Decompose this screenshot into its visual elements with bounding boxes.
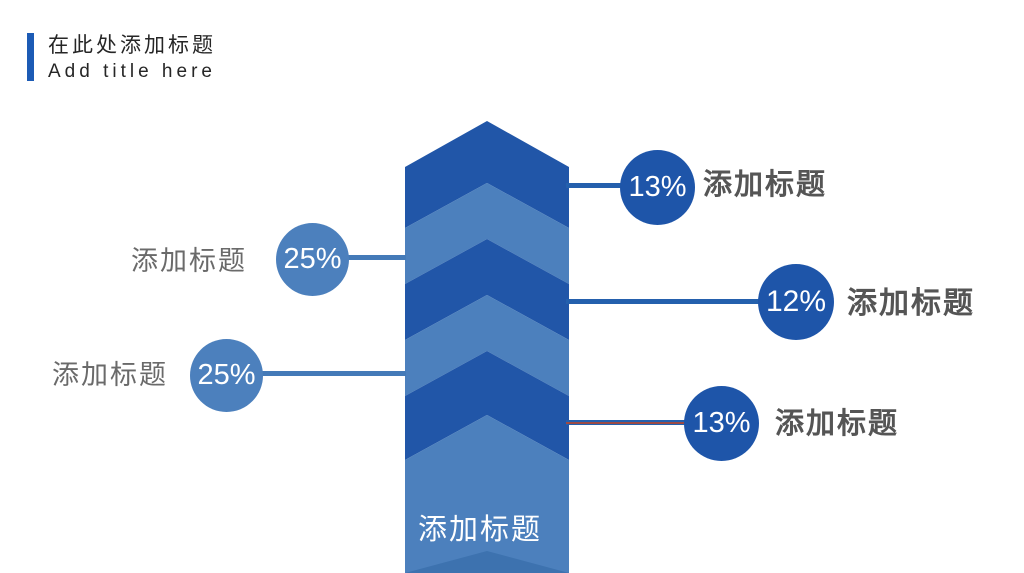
- percent-value: 25%: [197, 359, 256, 391]
- connector-left-2: [258, 371, 406, 376]
- chevron-top-pentagon: [405, 121, 569, 228]
- percent-circle-left-2: 25%: [190, 339, 263, 412]
- percent-value: 13%: [628, 171, 687, 203]
- connector-right-2: [566, 299, 762, 304]
- chevron-band-light-2: [405, 295, 569, 396]
- percent-value: 25%: [283, 243, 342, 275]
- percent-value: 12%: [765, 285, 827, 318]
- callout-label-right-2: 添加标题: [847, 287, 975, 320]
- connector-right-3: [566, 420, 688, 425]
- chevron-band-dark-2: [405, 239, 569, 340]
- connector-right-1: [566, 183, 624, 188]
- title-accent-bar: [27, 33, 34, 81]
- slide-title-en: Add title here: [48, 61, 216, 82]
- callout-label-right-3: 添加标题: [775, 408, 900, 440]
- chevron-band-light-bottom: [405, 415, 569, 573]
- chevron-bottom-tip: [405, 551, 569, 573]
- percent-circle-right-1: 13%: [620, 150, 695, 225]
- percent-circle-left-1: 25%: [276, 223, 349, 296]
- callout-label-left-1: 添加标题: [131, 246, 247, 276]
- column-bottom-label: 添加标题: [417, 514, 542, 546]
- connector-right-3-red-core: [566, 422, 688, 424]
- callout-label-right-1: 添加标题: [703, 169, 828, 201]
- slide-title-cn: 在此处添加标题: [48, 34, 216, 57]
- percent-circle-right-2: 12%: [758, 264, 834, 340]
- chevron-band-light-1: [405, 183, 569, 284]
- callout-label-left-2: 添加标题: [52, 360, 168, 390]
- percent-value: 13%: [692, 407, 751, 439]
- percent-circle-right-3: 13%: [684, 386, 759, 461]
- connector-left-1: [344, 255, 406, 260]
- chevron-band-dark-3: [405, 351, 569, 460]
